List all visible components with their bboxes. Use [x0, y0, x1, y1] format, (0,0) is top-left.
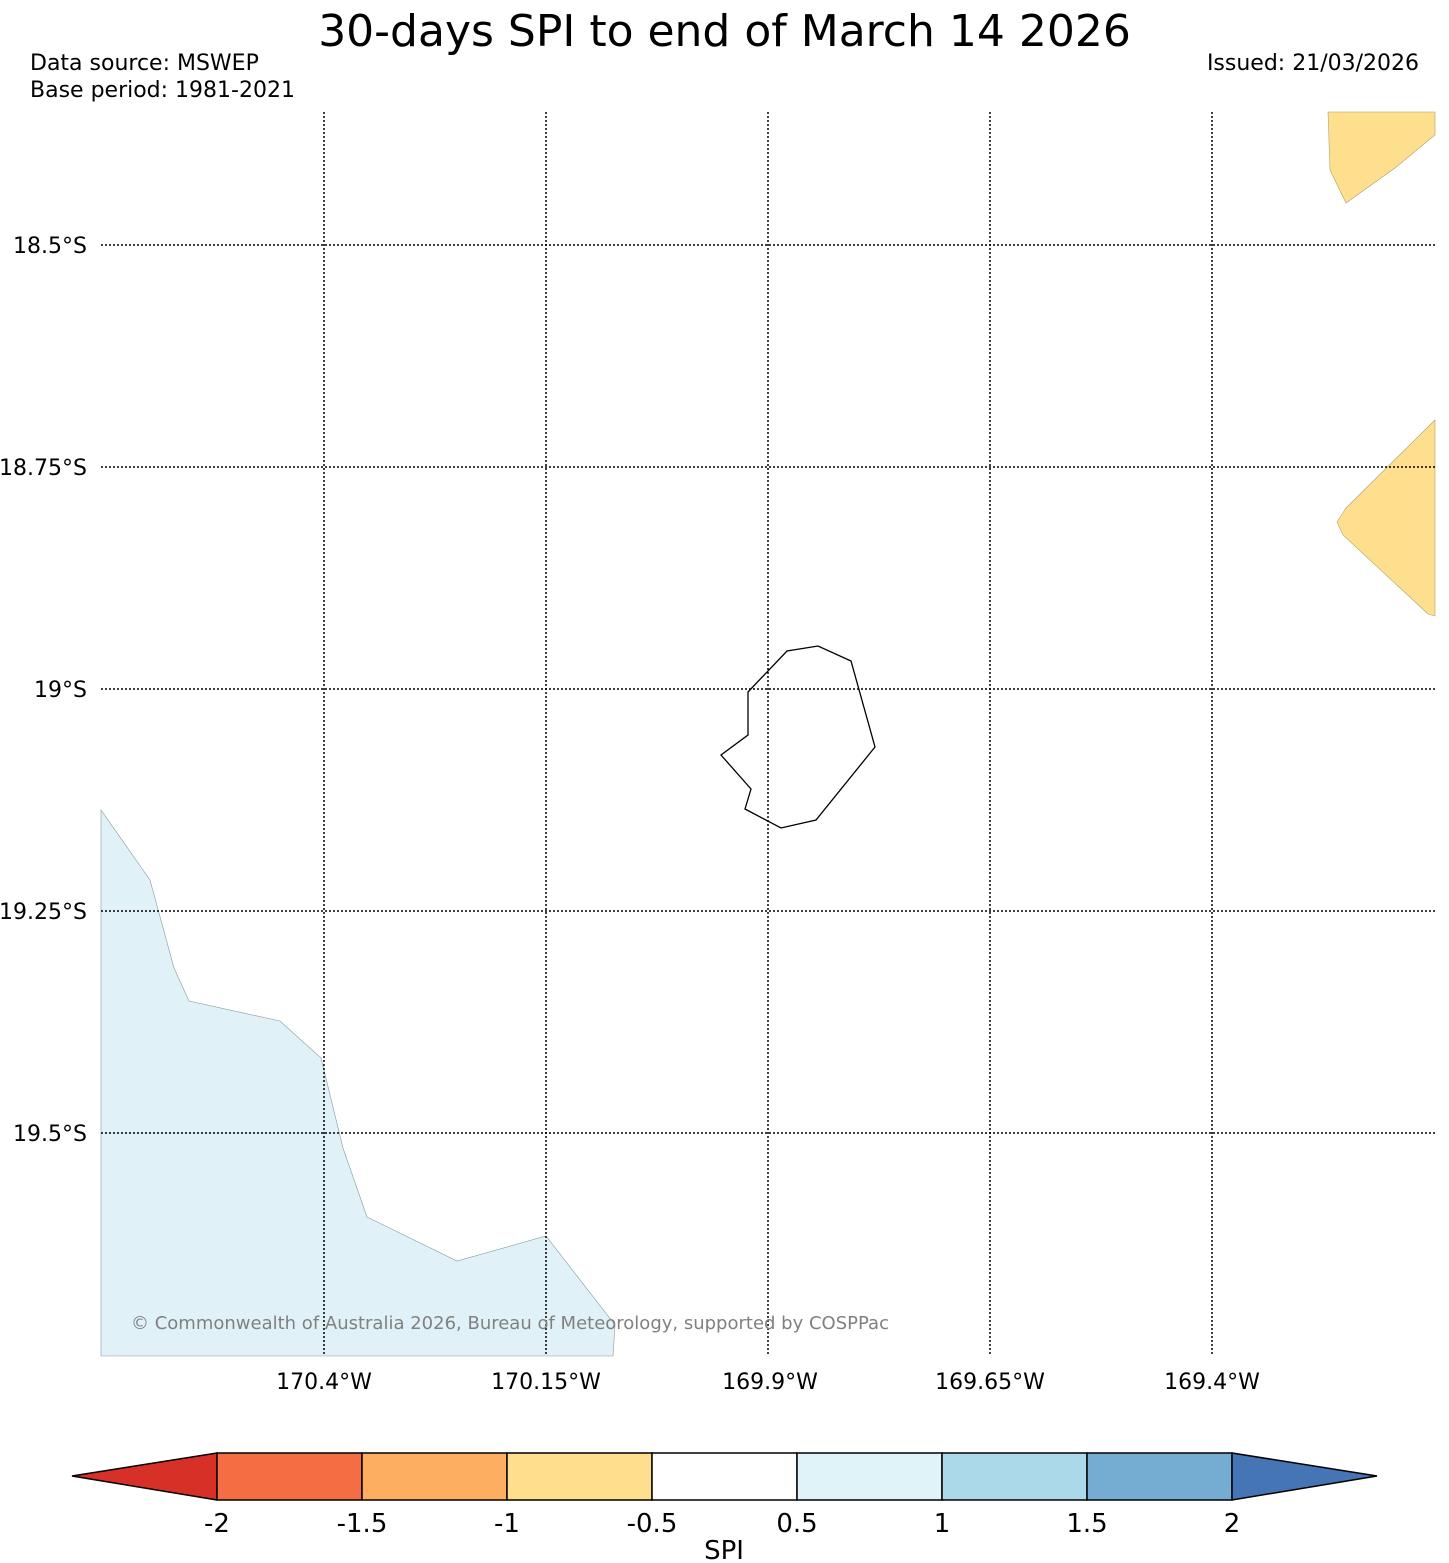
copyright-notice: © Commonwealth of Australia 2026, Bureau…	[131, 1313, 889, 1334]
colorbar-tick: -1.5	[337, 1509, 388, 1539]
lat-label-18-75: 18.75°S	[0, 456, 87, 481]
issued-date-label: Issued: 21/03/2026	[1206, 51, 1419, 76]
colorbar-segment-6	[941, 1452, 1088, 1501]
colorbar-tick: -0.5	[627, 1509, 678, 1539]
base-period-label: Base period: 1981-2021	[30, 78, 295, 103]
colorbar-tick: -1	[494, 1509, 520, 1539]
colorbar-segment-7	[1086, 1452, 1233, 1501]
data-source-label: Data source: MSWEP	[30, 51, 259, 76]
spi-region-southwest	[100, 809, 616, 1357]
colorbar-tick: -2	[204, 1509, 230, 1539]
longitude-gridlines	[323, 112, 1213, 1356]
lon-label-169-65: 169.65°W	[935, 1370, 1045, 1395]
spi-region-northeast	[1327, 111, 1436, 204]
lat-label-19: 19°S	[34, 678, 87, 703]
colorbar-segment-2	[361, 1452, 508, 1501]
colorbar-segment-5	[796, 1452, 943, 1501]
colorbar-segment-1	[216, 1452, 363, 1501]
lat-label-19-25: 19.25°S	[0, 900, 87, 925]
colorbar	[71, 1452, 1378, 1501]
map-title: 30-days SPI to end of March 14 2026	[318, 6, 1131, 57]
island-outline	[720, 645, 876, 829]
lon-label-170-15: 170.15°W	[491, 1370, 601, 1395]
colorbar-extend-low	[71, 1452, 218, 1501]
lon-label-170-4: 170.4°W	[276, 1370, 372, 1395]
spi-region-east	[1336, 419, 1436, 617]
lon-label-169-9: 169.9°W	[722, 1370, 818, 1395]
lat-label-18-5: 18.5°S	[13, 234, 87, 259]
colorbar-label: SPI	[704, 1536, 744, 1563]
colorbar-tick: 2	[1224, 1509, 1241, 1539]
colorbar-tick: 0.5	[776, 1509, 817, 1539]
colorbar-tick: 1.5	[1066, 1509, 1107, 1539]
colorbar-segment-3	[506, 1452, 653, 1501]
colorbar-segment-4	[651, 1452, 798, 1501]
colorbar-extend-high	[1231, 1452, 1378, 1501]
lon-label-169-4: 169.4°W	[1164, 1370, 1260, 1395]
lat-label-19-5: 19.5°S	[13, 1122, 87, 1147]
colorbar-tick: 1	[934, 1509, 951, 1539]
